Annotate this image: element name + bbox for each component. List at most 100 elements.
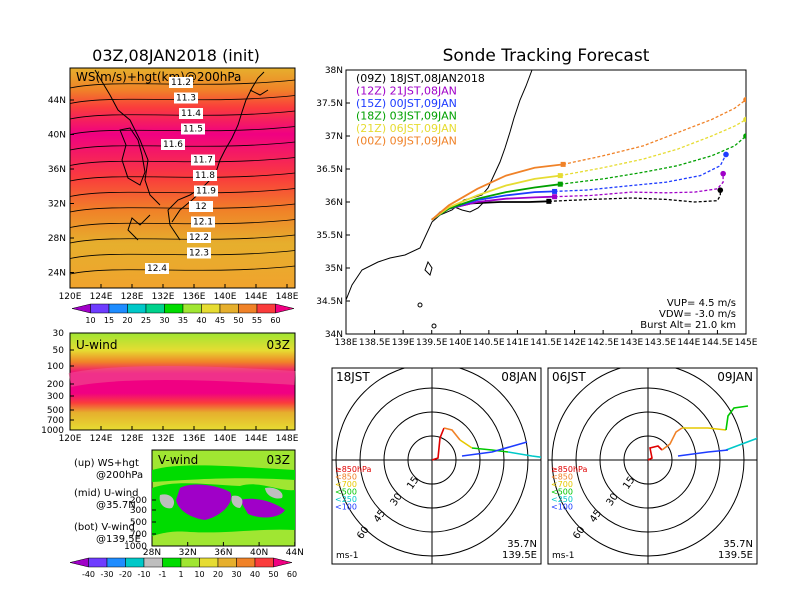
legend-line: (up) WS+hgt [74, 458, 139, 469]
lon-tick-label: 140E [449, 338, 472, 348]
colorbar-cell [106, 557, 126, 568]
contour-label-bg [191, 216, 215, 228]
burst-text: Burst Alt= 21.0 km [640, 320, 736, 331]
descent-track [554, 173, 724, 198]
landing-marker [723, 151, 729, 158]
legend-line: (mid) U-wind [74, 488, 138, 499]
colorbar-cell [254, 557, 274, 568]
lon-tick-label: 145E [735, 338, 758, 348]
height-contour [69, 79, 296, 89]
colorbar-label: 15 [104, 316, 114, 325]
contour-label-bg [181, 123, 205, 135]
contour-label: 11.4 [181, 109, 201, 119]
colorbar-cell [236, 557, 256, 568]
height-contour [69, 203, 296, 213]
lon-tick-label: 140E [214, 292, 237, 302]
lon-tick-label: 128E [121, 434, 144, 444]
height-contour [69, 250, 296, 259]
lon-tick-label: 128E [121, 292, 144, 302]
lon-tick-label: 124E [90, 292, 113, 302]
hodograph-trace [459, 439, 473, 449]
legend-line: (bot) V-wind [74, 522, 135, 533]
colorbar-cell [88, 557, 108, 568]
contour-label: 11.9 [196, 187, 216, 197]
landing-marker [743, 116, 746, 123]
hodograph-frame [547, 367, 758, 565]
track-legend-entry: (00Z) 09JST,09JAN [356, 135, 457, 148]
colorbar-label: 10 [194, 570, 204, 579]
lat-tick-label: 36N [214, 548, 232, 558]
descent-track [554, 154, 727, 193]
lon-tick-label: 144E [245, 292, 268, 302]
level-legend: ≥850hPa [551, 465, 588, 474]
vwind-time: 03Z [267, 453, 291, 467]
track-legend-entry: (12Z) 21JST,08JAN [356, 85, 457, 98]
japan-coast [94, 69, 269, 241]
burst-marker [557, 181, 563, 187]
colorbar-cell [125, 557, 145, 568]
hodograph-unit: ms-1 [336, 551, 358, 561]
contour-label-bg [161, 139, 185, 150]
colorbar-cell [143, 557, 163, 568]
lat-tick-label: 37.5N [316, 99, 343, 109]
hodograph-time: 18JST [336, 370, 370, 384]
landing-marker [743, 133, 746, 139]
hodograph-trace [725, 405, 749, 431]
pressure-tick-label: 700 [47, 416, 64, 426]
contour-label: 11.3 [176, 94, 196, 104]
lat-tick-label: 36N [325, 198, 343, 208]
contour-label: 12.3 [189, 249, 209, 259]
lon-tick-label: 144.5E [702, 338, 734, 348]
lat-tick-label: 40N [250, 548, 268, 558]
tracking-title: Sonde Tracking Forecast [443, 46, 650, 66]
lat-tick-label: 35.5N [316, 231, 343, 241]
colorbar-label: 35 [178, 316, 188, 325]
colorbar-cell [90, 303, 110, 314]
lat-tick-label: 28N [143, 548, 161, 558]
landing-marker [717, 187, 724, 193]
colorbar-cell [69, 557, 89, 568]
ascent-track [431, 174, 561, 221]
contour-label-bg [179, 108, 203, 119]
pressure-tick-label: 50 [53, 346, 65, 356]
lat-tick-label: 35N [325, 264, 343, 274]
ascent-track [431, 163, 564, 221]
height-contour [69, 157, 296, 166]
height-contour [69, 110, 296, 120]
lat-tick-label: 44N [286, 548, 304, 558]
colorbar-cell [219, 303, 239, 314]
tracking-map: 38N 37.5N 37N 36.5N 36N 35.5N 35N 34.5N 34N 138E… [316, 66, 758, 348]
track-legend-entry: (09Z) 18JST,08JAN2018 [356, 72, 485, 85]
level-legend: <100 [335, 503, 357, 512]
hodograph-lon: 139.5E [718, 550, 753, 561]
lat-tick-label: 36.5N [316, 165, 343, 175]
legend-line: @200hPa [96, 470, 143, 481]
lon-tick-label: 132E [152, 434, 175, 444]
contour-label: 11.8 [195, 171, 215, 181]
burst-marker [557, 173, 563, 179]
pressure-tick-label: 300 [47, 392, 64, 402]
colorbar-cell [164, 303, 184, 314]
height-contour [69, 172, 296, 182]
pressure-tick-label: 700 [130, 530, 147, 540]
lon-tick-label: 120E [59, 434, 82, 444]
colorbar-label: 40 [250, 570, 260, 579]
landing-marker [720, 170, 726, 177]
lon-tick-label: 140.5E [473, 338, 505, 348]
pressure-tick-label: 200 [130, 496, 147, 506]
hodograph-trace [507, 451, 541, 459]
lon-tick-label: 136E [183, 434, 206, 444]
map-label: WS(m/s)+hgt(km)@200hPa [76, 70, 241, 84]
height-contour [69, 126, 296, 135]
lat-tick-label: 44N [48, 96, 66, 106]
hodograph-trace [461, 441, 528, 457]
uwind-time: 03Z [267, 338, 291, 352]
wind-colorbar: -40 -30 -20 -10 -1 1 10 20 30 40 50 60 [69, 557, 297, 579]
burst-marker [560, 161, 566, 167]
colorbar-cell [273, 557, 293, 568]
level-legend: <500 [551, 488, 573, 497]
level-legend: <850 [335, 473, 357, 482]
ws-colorbar: 10 15 20 25 30 35 40 45 50 55 60 [71, 303, 295, 325]
